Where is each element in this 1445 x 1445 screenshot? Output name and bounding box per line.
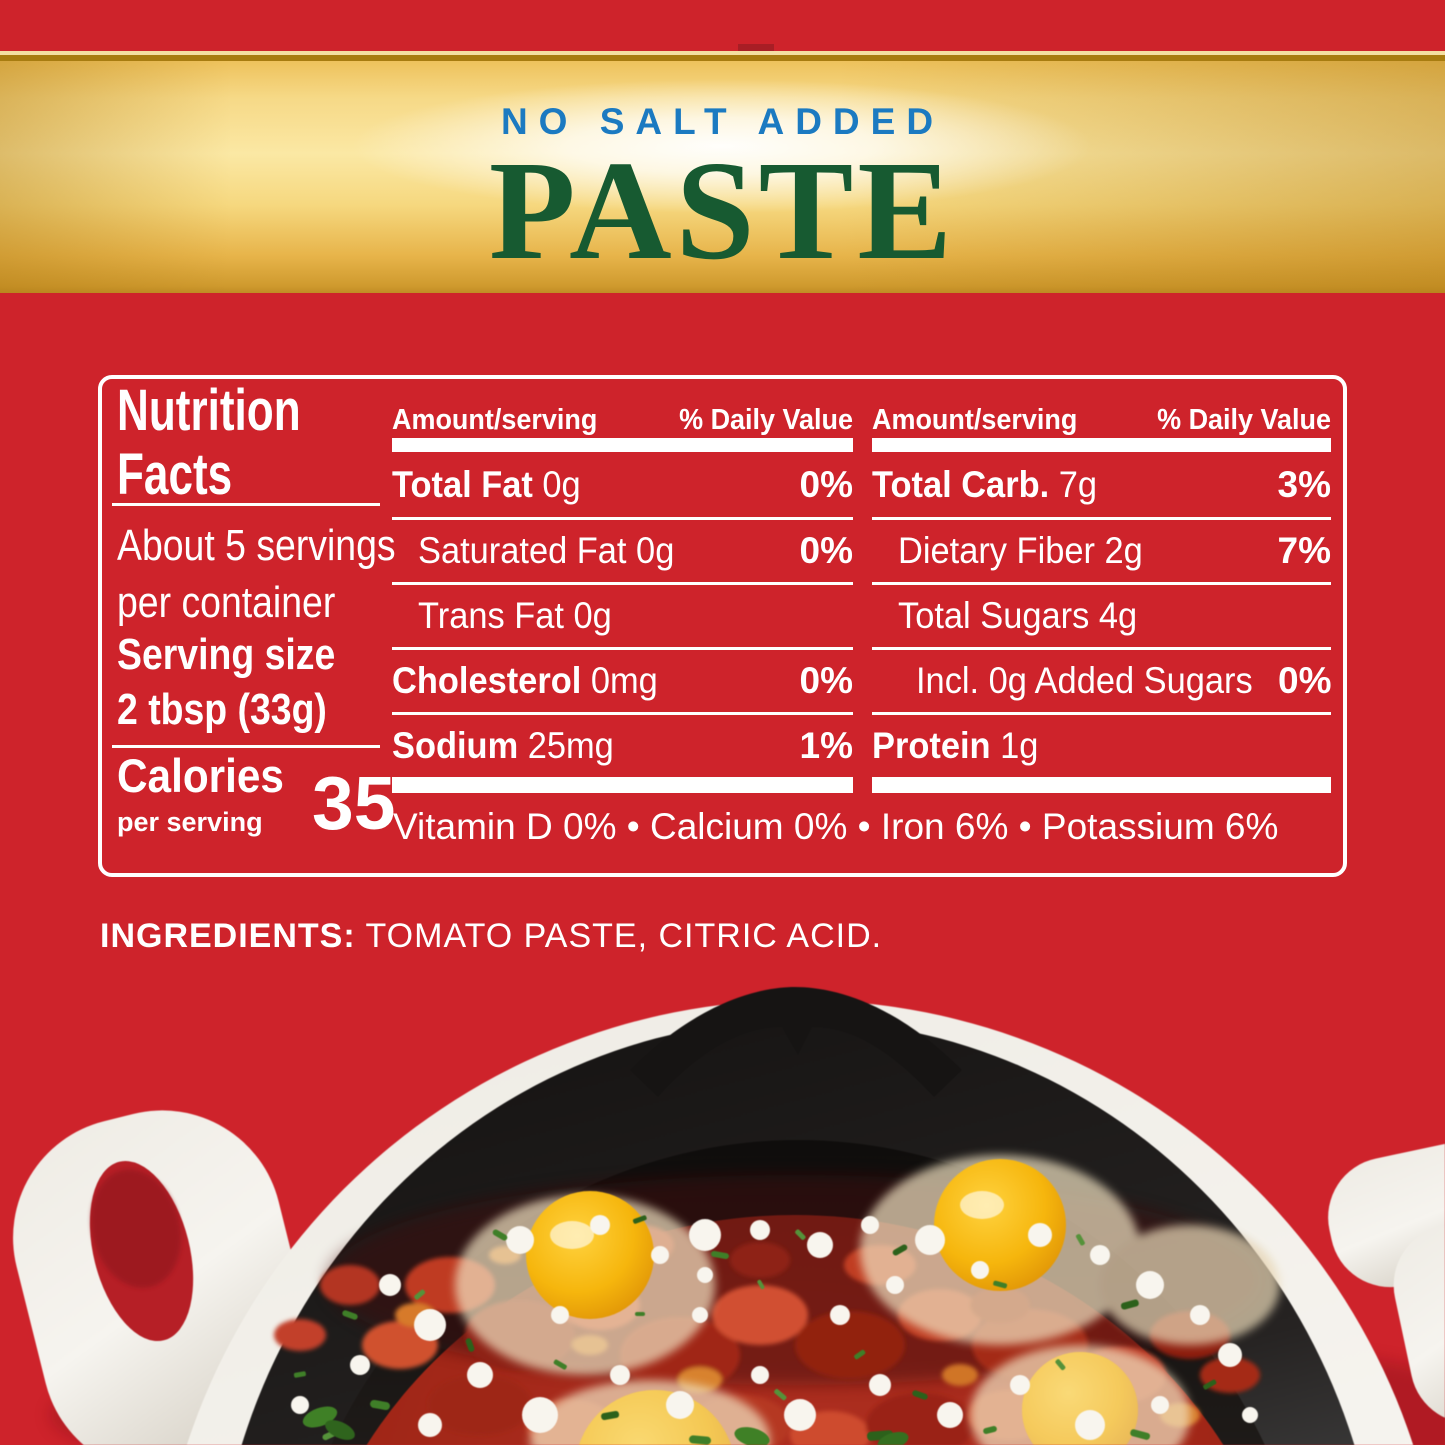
amount-serving-header: Amount/serving — [392, 404, 598, 436]
nutrient-amount: 25mg — [518, 725, 614, 766]
thick-bar — [872, 777, 1331, 793]
calories-sublabel: per serving — [117, 807, 263, 837]
paste-title: PASTE — [488, 131, 957, 289]
nutrient-amount: 7g — [1049, 463, 1098, 505]
ingredients-line: INGREDIENTS: TOMATO PASTE, CITRIC ACID. — [100, 914, 882, 958]
pan-right-handle — [1328, 1136, 1445, 1424]
ingredients-value: TOMATO PASTE, CITRIC ACID. — [355, 917, 883, 955]
nutrient-amount: 0g — [626, 530, 675, 571]
dark-red-tab — [738, 44, 774, 54]
white-glow — [352, 79, 1092, 213]
daily-value-header: % Daily Value — [1157, 404, 1331, 436]
nutrient-amount: 0g — [532, 463, 581, 505]
thick-bar — [392, 777, 853, 793]
gold-banner: NO SALT ADDED PASTE — [0, 51, 1445, 293]
nutrient-name: Total Carb. — [872, 463, 1050, 505]
nutrient-name: Cholesterol — [392, 660, 582, 701]
nutrient-row: Incl. 0g Added Sugars 0% — [872, 647, 1332, 712]
divider — [112, 745, 380, 748]
thick-bar — [872, 438, 1331, 452]
nutrient-amount: 2g — [1094, 530, 1143, 571]
nutrition-facts-panel: Nutrition Facts About 5 servings per con… — [98, 375, 1347, 877]
nutrient-amount: 0mg — [581, 660, 658, 701]
no-salt-added-text: NO SALT ADDED — [500, 101, 945, 142]
nutrient-row: Protein 1g — [872, 712, 1331, 777]
gold-edge-line-light — [0, 51, 1445, 55]
nutrition-facts-title: Nutrition Facts — [117, 378, 301, 507]
nutrient-amount: 4g — [1089, 595, 1138, 636]
nutrient-name: Protein — [872, 725, 991, 766]
nutrient-name: Total Fat — [392, 463, 533, 505]
nutrient-row: Trans Fat 0g — [392, 582, 853, 647]
gold-edge-line-dark — [0, 55, 1445, 61]
nutrient-row: Dietary Fiber 2g 7% — [872, 517, 1331, 582]
herb-garnish — [293, 1215, 1217, 1445]
feta-crumbles — [291, 1215, 1258, 1440]
daily-value-percent: 0% — [799, 660, 853, 701]
daily-value-percent: 0% — [799, 530, 853, 571]
nutrient-name: Saturated Fat — [418, 530, 627, 571]
nutrient-name: Sodium — [392, 725, 519, 766]
daily-value-percent: 0% — [1278, 660, 1332, 701]
ingredients-label: INGREDIENTS: — [100, 917, 356, 955]
nutrient-name: Total Sugars — [898, 595, 1090, 636]
gold-gradient-band: NO SALT ADDED PASTE — [0, 61, 1445, 293]
nutrient-row: Total Fat 0g 0% — [392, 452, 853, 517]
serving-size: Serving size 2 tbsp (33g) — [117, 630, 336, 734]
calories-label: Calories — [117, 749, 284, 802]
calories-value: 35 — [312, 761, 396, 845]
pan-spout — [630, 987, 962, 1097]
nutrient-rows: Total Fat 0g 0% Saturated Fat 0g 0% Trans Fa… — [392, 452, 853, 777]
nutrient-row: Saturated Fat 0g 0% — [392, 517, 853, 582]
nutrient-row: Sodium 25mg 1% — [392, 712, 853, 777]
column-header: Amount/serving % Daily Value — [872, 389, 1331, 439]
nutrient-name: Trans Fat — [418, 595, 564, 636]
nutrient-name: Dietary Fiber — [898, 530, 1095, 571]
skillet-photo — [13, 987, 1445, 1445]
nutrient-rows: Total Carb. 7g 3% Dietary Fiber 2g 7% Total … — [872, 452, 1332, 777]
column-header: Amount/serving % Daily Value — [392, 389, 853, 439]
nutrient-name: Incl. 0g Added Sugars — [916, 660, 1253, 701]
daily-value-percent: 0% — [799, 463, 853, 505]
nutrient-amount: 1g — [990, 725, 1039, 766]
daily-value-percent: 7% — [1277, 530, 1331, 571]
nutrient-amount: 0g — [563, 595, 612, 636]
nutrient-row: Cholesterol 0mg 0% — [392, 647, 853, 712]
daily-value-percent: 1% — [799, 725, 853, 766]
divider — [112, 503, 380, 506]
daily-value-percent: 3% — [1277, 463, 1331, 505]
servings-per-container: About 5 servings per container — [117, 521, 396, 627]
nutrient-column-1: Amount/serving % Daily Value Total Fat 0… — [392, 379, 853, 873]
daily-value-header: % Daily Value — [679, 404, 853, 436]
nutrient-row: Total Carb. 7g 3% — [872, 452, 1331, 517]
amount-serving-header: Amount/serving — [872, 404, 1078, 436]
nutrient-column-2: Amount/serving % Daily Value Total Carb.… — [872, 379, 1332, 873]
top-red-band — [0, 0, 1445, 51]
micronutrients-line: Vitamin D 0% • Calcium 0% • Iron 6% • Po… — [393, 806, 1279, 847]
nutrient-row: Total Sugars 4g — [872, 582, 1331, 647]
thick-bar — [392, 438, 853, 452]
